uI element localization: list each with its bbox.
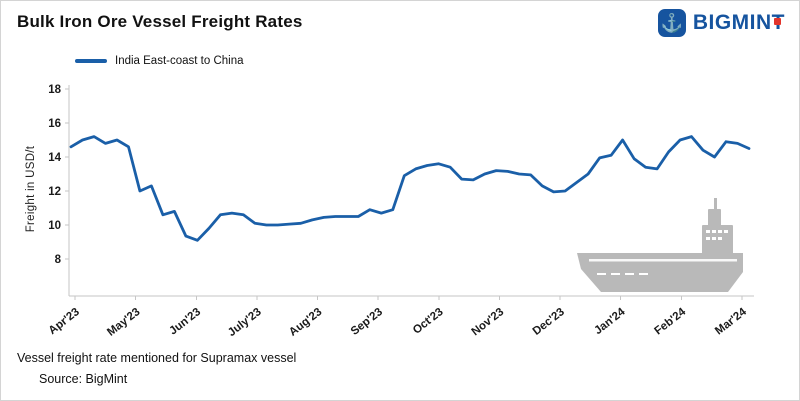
ship-deck-stripe — [589, 259, 737, 262]
x-tick-label: Nov'23 — [470, 306, 507, 338]
series-line-india-east-coast-to-china — [69, 135, 751, 242]
anchor-icon: ⚓ — [657, 9, 686, 37]
x-tick-label: Dec'23 — [531, 306, 567, 338]
brand-name: BIGMINT — [693, 11, 785, 35]
x-tick-label: July'23 — [226, 306, 264, 339]
y-tick-label: 14 — [48, 152, 61, 164]
page-title: Bulk Iron Ore Vessel Freight Rates — [17, 12, 303, 31]
legend-label: India East-coast to China — [115, 55, 244, 67]
ship-bridge-windows — [706, 230, 728, 240]
brand-name-text: BIGMINT — [692, 11, 785, 34]
x-tick-label: Sep'23 — [349, 306, 385, 338]
y-tick-label: 8 — [55, 254, 62, 266]
ship-hull — [577, 253, 743, 292]
x-tick-label: May'23 — [105, 306, 142, 339]
x-tick-label: Oct'23 — [411, 306, 446, 337]
ship-mast — [714, 198, 717, 211]
cargo-ship-illustration — [577, 198, 743, 292]
y-tick-label: 16 — [48, 118, 61, 130]
x-tick-label: Jan'24 — [592, 306, 628, 338]
footer-source: Source: BigMint — [39, 372, 128, 386]
x-tick-label: Jun'23 — [167, 306, 203, 338]
chart-legend: India East-coast to China — [75, 55, 244, 67]
brand-logo: ⚓ BIGMINT — [657, 9, 785, 37]
footer-note: Vessel freight rate mentioned for Supram… — [17, 351, 297, 365]
x-tick-label: Feb'24 — [652, 306, 688, 338]
x-tick-label: Aug'23 — [287, 306, 324, 339]
x-tick-label: Mar'24 — [713, 306, 749, 338]
registered-mark-icon — [774, 18, 781, 25]
ship-hull-marks — [597, 273, 648, 275]
legend-line-swatch — [75, 59, 107, 63]
y-tick-label: 12 — [48, 186, 61, 198]
y-tick-label: 10 — [48, 220, 61, 232]
y-tick-label: 18 — [48, 84, 61, 96]
x-tick-label: Apr'23 — [47, 306, 82, 337]
ship-funnel — [708, 209, 721, 226]
